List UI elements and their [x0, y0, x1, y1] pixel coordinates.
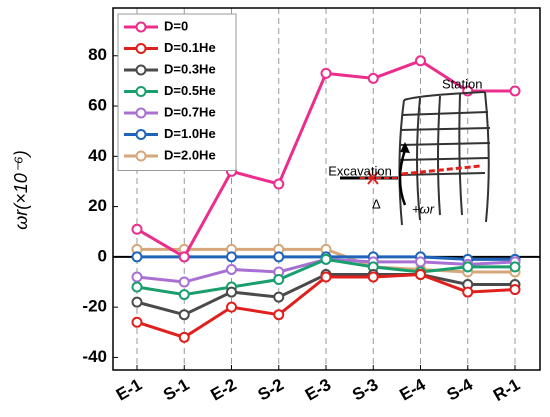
legend-marker	[135, 43, 147, 54]
y-tick-label: 60	[88, 96, 107, 115]
x-tick-label: S-3	[349, 375, 381, 405]
data-point	[273, 309, 285, 321]
data-point	[509, 284, 521, 296]
legend-label: D=0.7He	[164, 104, 216, 119]
annotation: Δ	[372, 196, 381, 211]
data-point	[320, 271, 332, 283]
data-point	[509, 85, 521, 97]
x-tick-label: R-1	[490, 375, 523, 405]
legend-label: D=0	[164, 18, 188, 33]
y-tick-label: -20	[82, 297, 107, 316]
data-point	[226, 286, 237, 298]
x-tick-label: E-4	[396, 375, 429, 405]
data-point	[131, 281, 143, 293]
data-point	[131, 296, 143, 308]
data-point	[178, 331, 190, 343]
legend-label: D=1.0He	[164, 126, 216, 141]
data-point	[273, 178, 285, 190]
legend-label: D=0.5He	[164, 83, 216, 98]
data-point	[367, 271, 379, 283]
data-point	[178, 276, 190, 288]
x-tick-label: S-1	[160, 375, 192, 405]
x-tick-label: S-4	[444, 375, 477, 405]
data-point	[273, 291, 285, 303]
legend-marker	[135, 64, 147, 76]
legend-marker	[135, 21, 147, 33]
data-point	[178, 251, 190, 263]
plot: E-1 S-1 E-2 S-2 E-3 S-3 E-4 S-4 R-1 -40 -20 0 20 40 60…	[82, 7, 541, 405]
data-point	[226, 301, 237, 313]
data-point	[462, 286, 474, 298]
y-tick-label: 40	[88, 146, 107, 165]
data-point	[415, 256, 426, 268]
data-point	[462, 261, 474, 273]
legend-marker	[135, 107, 147, 119]
data-point	[367, 72, 379, 84]
plot-frame	[112, 7, 541, 371]
legend-label: D=2.0He	[164, 147, 216, 162]
data-point	[273, 274, 285, 285]
data-point	[415, 268, 426, 280]
data-point	[178, 289, 190, 301]
x-tick-label: E-1	[113, 375, 145, 405]
data-point	[131, 251, 143, 263]
data-point	[320, 253, 332, 265]
y-tick-label: 80	[88, 45, 107, 64]
data-point	[226, 251, 237, 263]
annotation: Excavation	[328, 163, 392, 178]
y-tick-label: 0	[98, 246, 107, 265]
data-point	[320, 67, 332, 79]
y-tick-label: -40	[82, 347, 107, 366]
data-point	[131, 223, 143, 235]
data-point	[178, 309, 190, 321]
legend-marker	[135, 150, 147, 162]
y-axis-label: ωr(×10⁻⁶)	[11, 150, 31, 230]
data-point	[131, 316, 143, 328]
annotation: +ωr	[412, 201, 435, 216]
x-tick-label: S-2	[255, 375, 287, 405]
legend-marker	[135, 129, 147, 140]
data-point	[415, 55, 426, 67]
x-tick-label: E-3	[302, 375, 334, 405]
data-point	[273, 251, 285, 263]
x-tick-label: E-2	[207, 375, 239, 405]
legend-label: D=0.3He	[164, 61, 216, 76]
annotation: Station	[442, 76, 482, 91]
inset-diagram	[340, 91, 491, 226]
data-point	[509, 261, 521, 273]
legend-marker	[135, 86, 147, 97]
legend-label: D=0.1He	[164, 40, 216, 55]
data-point	[226, 263, 237, 275]
y-tick-label: 20	[88, 196, 107, 215]
data-point	[131, 271, 143, 283]
